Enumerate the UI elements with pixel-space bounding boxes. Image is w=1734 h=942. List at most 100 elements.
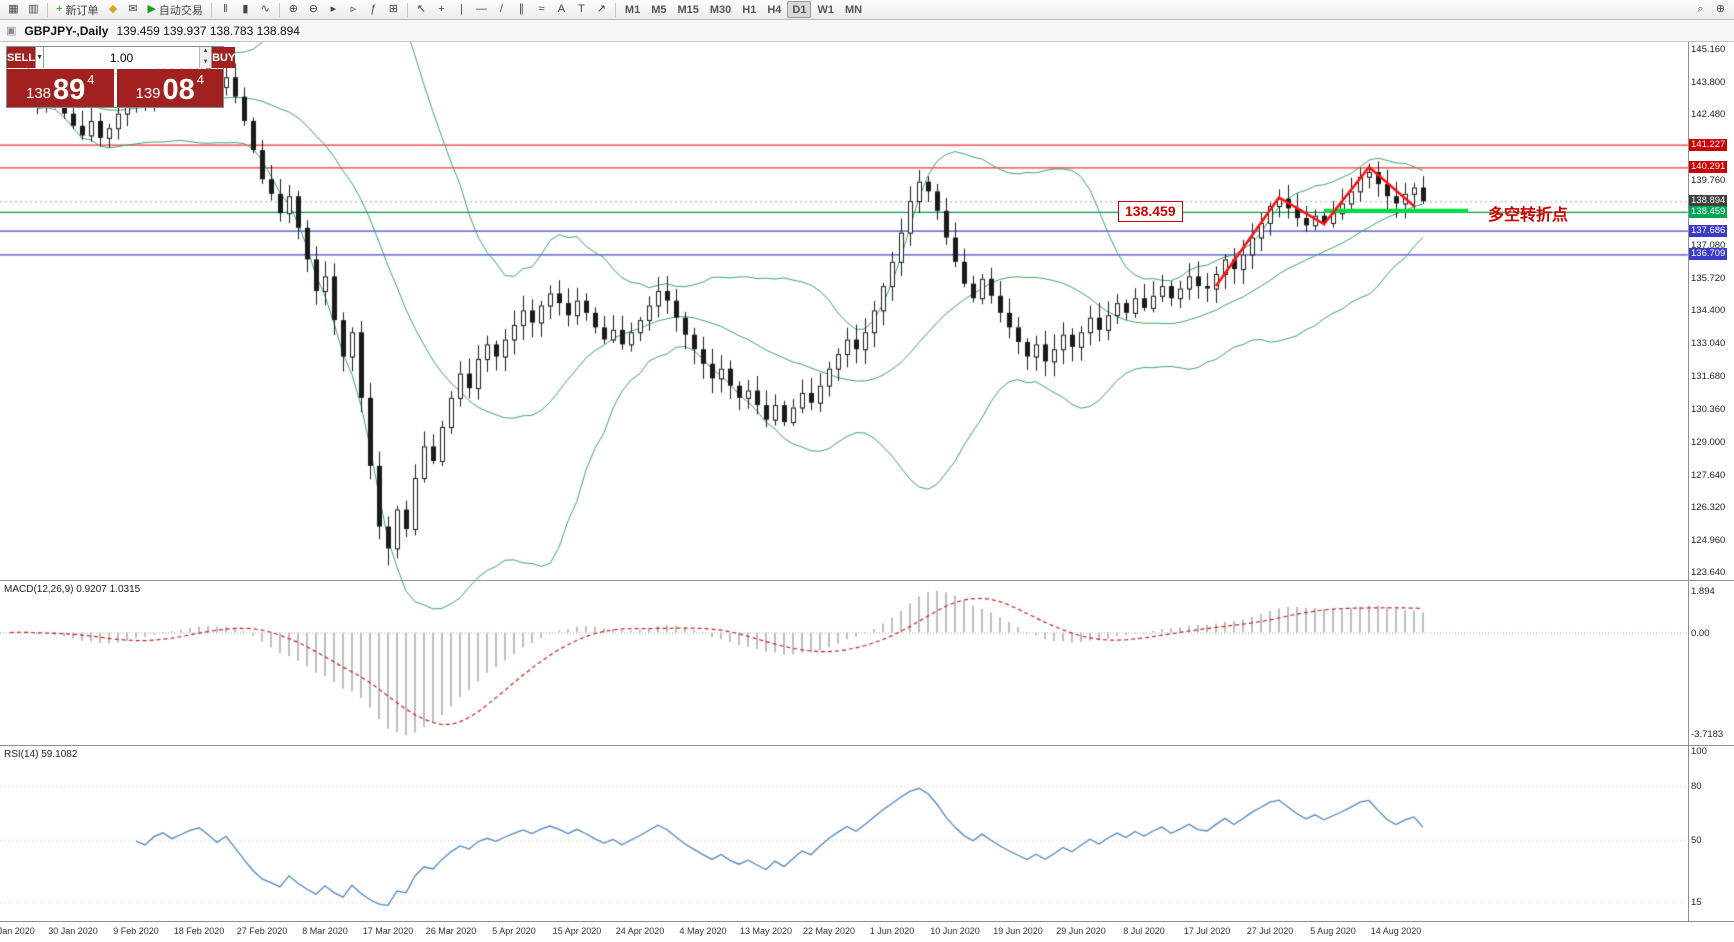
chart-title-bar: ▣ GBPJPY-,Daily 139.459 139.937 138.783 … — [0, 20, 1734, 42]
rsi-pane-separator[interactable] — [0, 745, 1734, 746]
buy-button[interactable]: BUY — [212, 47, 236, 68]
timeframe-m15-button[interactable]: M15 — [677, 3, 699, 16]
toolbar-separator — [614, 2, 616, 17]
rsi-indicator-label: RSI(14) 59.1082 — [4, 749, 78, 760]
price-scale-border — [1688, 42, 1689, 921]
order-type-dropdown[interactable]: ▼ — [35, 47, 45, 68]
price-scale[interactable]: 145.160 143.800 142.480 139.760 137.080 135.7… — [1688, 0, 1734, 942]
macd-scale-label: 0.00 — [1691, 627, 1710, 639]
time-axis-label: 17 Jul 2020 — [1183, 926, 1231, 936]
volume-stepper: ▲ ▼ — [44, 47, 213, 68]
price-scale-label: 143.800 — [1691, 77, 1726, 89]
timeframe-m1-button[interactable]: M1 — [624, 3, 641, 16]
time-axis[interactable]: 21 Jan 2020 30 Jan 2020 9 Feb 2020 18 Feb 2… — [0, 921, 1688, 942]
line-chart-icon[interactable]: ∿ — [260, 3, 271, 15]
time-axis-label: 8 Mar 2020 — [302, 926, 348, 936]
price-scale-label: 127.640 — [1691, 469, 1726, 481]
zoom-out-icon[interactable]: ⊖ — [308, 3, 319, 15]
time-axis-label: 26 Mar 2020 — [425, 926, 477, 936]
indicators-icon[interactable]: ƒ — [370, 3, 377, 15]
alerts-icon[interactable]: ✉ — [128, 3, 138, 15]
candles-chart-icon[interactable]: ▮ — [242, 3, 249, 15]
rsi-scale-label: 80 — [1691, 781, 1702, 793]
macd-indicator-label: MACD(12,26,9) 0.9207 1.0315 — [4, 584, 141, 595]
price-scale-label: 129.000 — [1691, 436, 1726, 448]
tile-windows-icon[interactable]: ⊞ — [388, 3, 399, 15]
time-axis-label: 30 Jan 2020 — [48, 926, 98, 936]
zoom-in-icon[interactable]: ⊕ — [288, 3, 299, 15]
toolbar-separator — [406, 2, 408, 17]
price-scale-badge: 141.227 — [1689, 138, 1728, 151]
new-order-button[interactable]: + 新订单 — [56, 3, 99, 17]
timeframe-d1-button[interactable]: D1 — [787, 1, 812, 18]
time-axis-label: 18 Feb 2020 — [173, 926, 225, 936]
toolbar-separator — [210, 2, 212, 17]
time-axis-label: 14 Aug 2020 — [1370, 926, 1422, 936]
label-icon[interactable]: T — [578, 3, 585, 15]
time-axis-label: 27 Jul 2020 — [1246, 926, 1294, 936]
chart-symbol-title: GBPJPY-,Daily — [24, 23, 109, 38]
trendline-icon[interactable]: / — [499, 3, 503, 15]
text-icon[interactable]: A — [557, 3, 566, 15]
horizontal-line-icon[interactable]: — — [475, 3, 487, 15]
rsi-scale-label: 15 — [1691, 897, 1702, 909]
cursor-icon[interactable]: ↖ — [416, 3, 427, 15]
price-scale-label: 131.680 — [1691, 371, 1726, 383]
time-axis-label: 19 Jun 2020 — [993, 926, 1043, 936]
time-axis-label: 15 Apr 2020 — [552, 926, 602, 936]
price-scale-badge: 136.709 — [1689, 248, 1728, 261]
price-scale-label: 134.400 — [1691, 305, 1726, 317]
rsi-scale-label: 100 — [1691, 745, 1707, 757]
macd-scale-label: -3.7183 — [1691, 729, 1724, 741]
auto-scroll-icon[interactable]: ▸ — [330, 3, 337, 15]
volume-input[interactable] — [44, 47, 200, 68]
new-chart-icon[interactable]: ▦ — [8, 3, 19, 15]
turning-point-annotation[interactable]: 多空转折点 — [1488, 206, 1569, 224]
price-scale-label: 123.640 — [1691, 566, 1726, 578]
toolbar-separator — [278, 2, 280, 17]
crosshair-icon[interactable]: + — [438, 3, 445, 15]
macd-scale-label: 1.894 — [1691, 585, 1715, 597]
price-scale-badge: 140.291 — [1689, 161, 1728, 174]
price-scale-label: 126.320 — [1691, 501, 1726, 513]
profiles-icon[interactable]: ▥ — [28, 3, 39, 15]
chart-shift-icon[interactable]: ▹ — [350, 3, 357, 15]
sell-button[interactable]: SELL — [7, 47, 36, 68]
timeframe-h4-button[interactable]: H4 — [767, 3, 782, 16]
timeframe-w1-button[interactable]: W1 — [817, 3, 834, 16]
macd-pane-separator[interactable] — [0, 580, 1734, 581]
price-scale-badge: 137.686 — [1689, 224, 1728, 237]
timeframe-h1-button[interactable]: H1 — [742, 3, 757, 16]
bars-chart-icon[interactable]: ‖ — [223, 3, 228, 15]
sell-price-display[interactable]: 138 89 4 — [7, 69, 114, 107]
channel-icon[interactable]: ∥ — [518, 3, 525, 15]
arrow-tool-icon[interactable]: ↗ — [596, 3, 607, 15]
timeframe-m5-button[interactable]: M5 — [651, 3, 667, 16]
chart-ohlc-values: 139.459 139.937 138.783 138.894 — [116, 23, 300, 38]
buy-price-display[interactable]: 139 08 4 — [116, 69, 223, 107]
price-scale-label: 130.360 — [1691, 403, 1726, 415]
time-axis-label: 5 Aug 2020 — [1310, 926, 1356, 936]
vertical-line-icon[interactable]: | — [459, 3, 463, 15]
rsi-scale-label: 50 — [1691, 834, 1702, 846]
search-icon[interactable]: ⌕ — [1697, 3, 1704, 15]
fibonacci-icon[interactable]: ≈ — [538, 3, 545, 15]
sell-price-point: 4 — [87, 72, 95, 87]
chart-icon: ▣ — [6, 25, 17, 37]
timeframe-m30-button[interactable]: M30 — [709, 3, 732, 16]
time-axis-label: 21 Jan 2020 — [0, 926, 35, 936]
time-axis-label: 8 Jul 2020 — [1123, 926, 1165, 936]
price-scale-label: 124.960 — [1691, 534, 1726, 546]
timeframe-mn-button[interactable]: MN — [844, 3, 863, 16]
quick-zoom-icon[interactable]: ⊕ — [1715, 3, 1726, 15]
volume-up-icon[interactable]: ▲ — [200, 47, 212, 58]
price-level-label[interactable]: 138.459 — [1118, 200, 1183, 222]
metaeditor-icon[interactable]: ◆ — [108, 3, 118, 15]
price-scale-label: 135.720 — [1691, 273, 1726, 285]
autotrade-button[interactable]: ▶ 自动交易 — [147, 3, 203, 17]
price-scale-badge: 138.459 — [1689, 205, 1728, 218]
volume-down-icon[interactable]: ▼ — [200, 57, 212, 68]
time-axis-label: 9 Feb 2020 — [113, 926, 159, 936]
